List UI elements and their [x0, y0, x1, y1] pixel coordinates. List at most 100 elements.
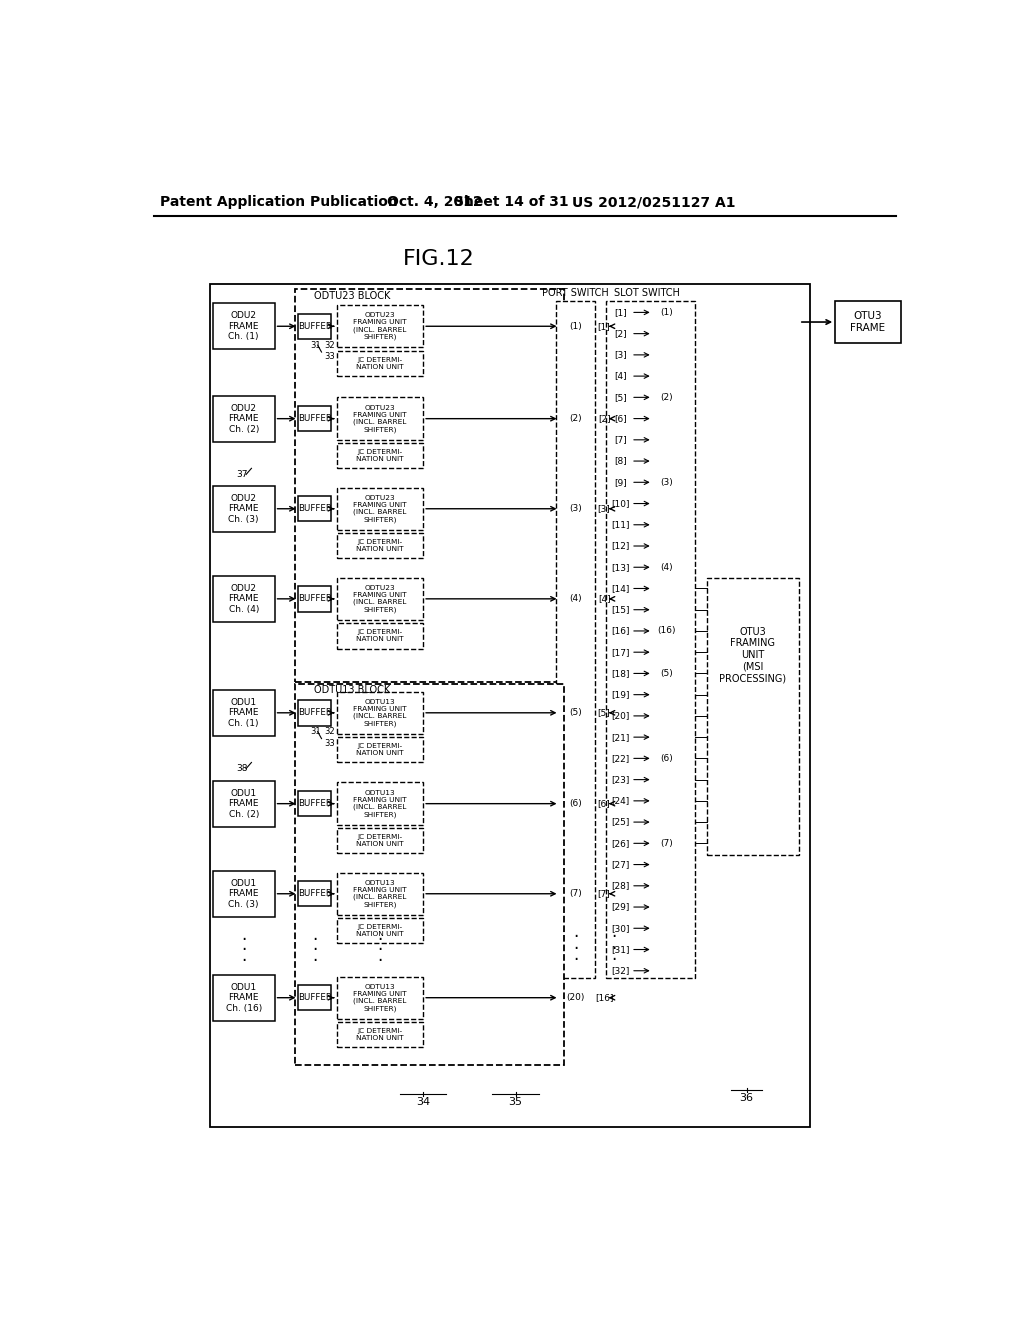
- Text: ODTU13
FRAMING UNIT
(INCL. BARREL
SHIFTER): ODTU13 FRAMING UNIT (INCL. BARREL SHIFTE…: [353, 879, 407, 908]
- Text: [32]: [32]: [611, 966, 630, 975]
- Text: (7): (7): [660, 838, 673, 847]
- Bar: [337, 397, 423, 440]
- Bar: [298, 496, 331, 521]
- Text: BUFFER: BUFFER: [298, 709, 332, 717]
- Bar: [606, 301, 695, 978]
- Text: BUFFER: BUFFER: [298, 594, 332, 603]
- Text: 38: 38: [237, 764, 248, 774]
- Bar: [337, 533, 423, 558]
- Text: .: .: [573, 923, 579, 941]
- Text: [16]: [16]: [595, 993, 613, 1002]
- Bar: [213, 486, 274, 532]
- Text: JC DETERMI-
NATION UNIT: JC DETERMI- NATION UNIT: [356, 1028, 403, 1041]
- Bar: [337, 977, 423, 1019]
- Bar: [298, 586, 331, 611]
- Text: [17]: [17]: [611, 648, 630, 656]
- Text: [19]: [19]: [611, 690, 630, 700]
- Bar: [295, 684, 564, 1065]
- Text: .: .: [312, 936, 317, 954]
- Text: (20): (20): [566, 993, 585, 1002]
- Bar: [298, 791, 331, 816]
- Text: 37: 37: [237, 470, 248, 479]
- Text: ODU2
FRAME
Ch. (2): ODU2 FRAME Ch. (2): [228, 404, 259, 433]
- Text: [14]: [14]: [611, 583, 630, 593]
- Text: JC DETERMI-
NATION UNIT: JC DETERMI- NATION UNIT: [356, 743, 403, 756]
- Bar: [295, 289, 564, 682]
- Text: ODU1
FRAME
Ch. (2): ODU1 FRAME Ch. (2): [228, 789, 259, 818]
- Text: FIG.12: FIG.12: [402, 248, 474, 268]
- Text: (6): (6): [660, 754, 673, 763]
- Text: .: .: [611, 946, 616, 965]
- Text: 35: 35: [509, 1097, 522, 1106]
- Text: [12]: [12]: [611, 541, 630, 550]
- Text: .: .: [241, 925, 247, 944]
- Text: JC DETERMI-
NATION UNIT: JC DETERMI- NATION UNIT: [356, 924, 403, 937]
- Text: JC DETERMI-
NATION UNIT: JC DETERMI- NATION UNIT: [356, 630, 403, 643]
- Text: .: .: [312, 948, 317, 965]
- Text: [21]: [21]: [611, 733, 630, 742]
- Bar: [337, 828, 423, 853]
- Text: [6]: [6]: [614, 414, 627, 424]
- Text: ODU2
FRAME
Ch. (4): ODU2 FRAME Ch. (4): [228, 583, 259, 614]
- Text: ODU1
FRAME
Ch. (16): ODU1 FRAME Ch. (16): [225, 983, 262, 1012]
- Text: [2]: [2]: [598, 414, 610, 424]
- Text: ODTU13
FRAMING UNIT
(INCL. BARREL
SHIFTER): ODTU13 FRAMING UNIT (INCL. BARREL SHIFTE…: [353, 698, 407, 727]
- Bar: [337, 737, 423, 763]
- Text: [4]: [4]: [598, 594, 610, 603]
- Text: .: .: [573, 946, 579, 965]
- Text: (3): (3): [569, 504, 582, 513]
- Text: (1): (1): [660, 308, 673, 317]
- Text: JC DETERMI-
NATION UNIT: JC DETERMI- NATION UNIT: [356, 539, 403, 552]
- Text: [15]: [15]: [611, 605, 630, 614]
- Text: .: .: [378, 948, 383, 965]
- Bar: [213, 396, 274, 442]
- Text: (4): (4): [660, 562, 673, 572]
- Text: OTU3
FRAMING
UNIT
(MSI
PROCESSING): OTU3 FRAMING UNIT (MSI PROCESSING): [719, 627, 786, 684]
- Text: BUFFER: BUFFER: [298, 504, 332, 513]
- Text: SLOT SWITCH: SLOT SWITCH: [613, 288, 679, 298]
- Text: 34: 34: [416, 1097, 430, 1106]
- Text: BUFFER: BUFFER: [298, 799, 332, 808]
- Bar: [337, 305, 423, 347]
- Text: [5]: [5]: [598, 709, 610, 717]
- Bar: [298, 314, 331, 339]
- Text: [3]: [3]: [598, 504, 610, 513]
- Bar: [213, 780, 274, 826]
- Text: (4): (4): [569, 594, 582, 603]
- Text: .: .: [312, 925, 317, 944]
- Text: [1]: [1]: [598, 322, 610, 331]
- Text: JC DETERMI-
NATION UNIT: JC DETERMI- NATION UNIT: [356, 356, 403, 370]
- Text: 31: 31: [310, 341, 321, 350]
- Text: ODU2
FRAME
Ch. (3): ODU2 FRAME Ch. (3): [228, 494, 259, 524]
- Bar: [556, 301, 595, 978]
- Text: [29]: [29]: [611, 903, 630, 912]
- Bar: [337, 623, 423, 648]
- Text: (16): (16): [657, 627, 676, 635]
- Text: US 2012/0251127 A1: US 2012/0251127 A1: [572, 195, 736, 210]
- Text: [23]: [23]: [611, 775, 630, 784]
- Text: .: .: [573, 935, 579, 953]
- Bar: [298, 407, 331, 432]
- Text: ODU1
FRAME
Ch. (3): ODU1 FRAME Ch. (3): [228, 879, 259, 908]
- Bar: [213, 689, 274, 737]
- Text: ODTU23
FRAMING UNIT
(INCL. BARREL
SHIFTER): ODTU23 FRAMING UNIT (INCL. BARREL SHIFTE…: [353, 405, 407, 433]
- Text: [24]: [24]: [611, 796, 630, 805]
- Text: PORT SWITCH: PORT SWITCH: [543, 288, 609, 298]
- Bar: [213, 974, 274, 1020]
- Text: 33: 33: [324, 352, 335, 362]
- Bar: [337, 783, 423, 825]
- Text: [11]: [11]: [611, 520, 630, 529]
- Text: (7): (7): [569, 890, 582, 898]
- Bar: [337, 917, 423, 944]
- Text: ODTU23 BLOCK: ODTU23 BLOCK: [314, 292, 390, 301]
- Text: 33: 33: [324, 739, 335, 747]
- Bar: [707, 578, 799, 855]
- Bar: [337, 1022, 423, 1047]
- Text: ODU1
FRAME
Ch. (1): ODU1 FRAME Ch. (1): [228, 698, 259, 727]
- Text: BUFFER: BUFFER: [298, 322, 332, 331]
- Bar: [213, 304, 274, 350]
- Text: .: .: [241, 936, 247, 954]
- Text: (3): (3): [660, 478, 673, 487]
- Text: 32: 32: [324, 727, 335, 737]
- Bar: [298, 985, 331, 1010]
